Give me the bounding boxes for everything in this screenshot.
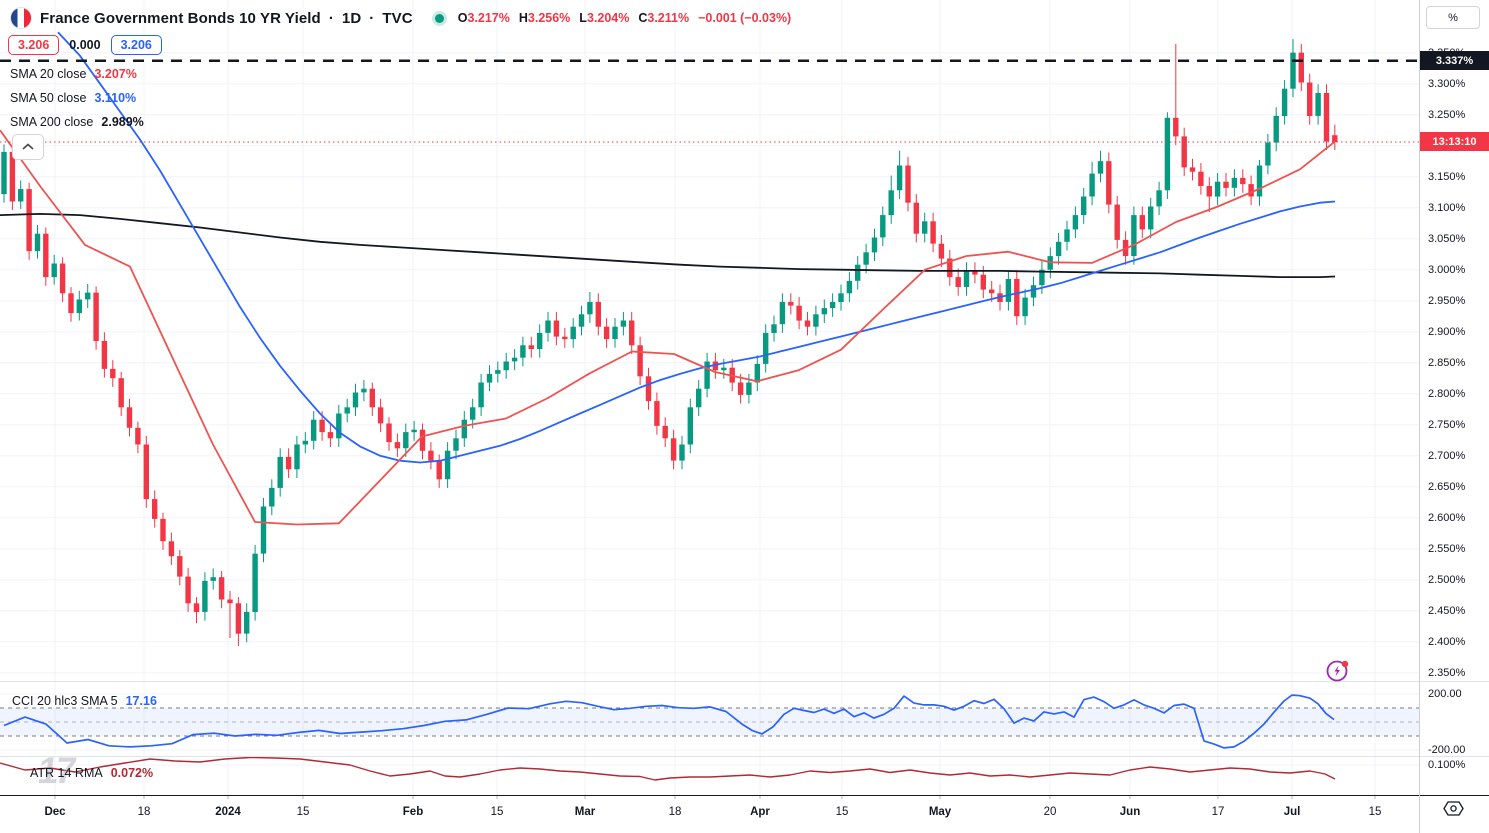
price-tick-label: 3.150% (1428, 171, 1466, 183)
price-tick-label: 3.250% (1428, 109, 1466, 121)
spread-value: 0.000 (69, 38, 101, 52)
price-box-row: 3.206 0.000 3.206 (8, 35, 162, 55)
cci-tick-label: 200.00 (1428, 688, 1462, 700)
price-tick-label: 3.050% (1428, 233, 1466, 245)
collapse-legend-button[interactable] (12, 134, 44, 160)
ohlc-values: O3.217% H3.256% L3.204% C3.211% −0.001 (… (457, 11, 792, 25)
high-level-badge: 3.337% (1420, 51, 1489, 70)
legend-sma50[interactable]: SMA 50 close 3.110% (10, 91, 137, 105)
interval-button[interactable]: 1D (341, 9, 362, 27)
price-tick-label: 2.900% (1428, 326, 1466, 338)
time-label: 20 (1043, 806, 1057, 818)
price-tick-label: 2.950% (1428, 295, 1466, 307)
symbol-title[interactable]: France Government Bonds 10 YR Yield (40, 9, 321, 27)
chart-header: France Government Bonds 10 YR Yield · 1D… (10, 7, 791, 29)
price-tick-label: 2.600% (1428, 512, 1466, 524)
legend-cci[interactable]: CCI 20 hlc3 SMA 5 17.16 (12, 694, 157, 708)
time-label: Feb (402, 806, 424, 818)
time-label: 15 (835, 806, 849, 818)
sell-price-box[interactable]: 3.206 (8, 35, 60, 55)
atr-tick-label: 0.100% (1428, 759, 1466, 771)
price-tick-label: 3.300% (1428, 78, 1466, 90)
price-tick-label: 2.750% (1428, 419, 1466, 431)
price-tick-label: 2.650% (1428, 481, 1466, 493)
time-label: 18 (137, 806, 151, 818)
sma200-value: 2.989% (101, 115, 144, 129)
notification-dot (1341, 660, 1349, 668)
price-tick-label: 3.100% (1428, 202, 1466, 214)
price-axis[interactable]: % 3.350%3.300%3.250%3.200%3.150%3.100%3.… (1420, 0, 1489, 833)
price-tick-label: 2.500% (1428, 574, 1466, 586)
time-label: 15 (296, 806, 310, 818)
buy-price-box[interactable]: 3.206 (110, 35, 162, 55)
price-scale-settings-icon[interactable] (1442, 799, 1466, 819)
sma50-value: 3.110% (94, 91, 137, 105)
price-tick-label: 2.450% (1428, 605, 1466, 617)
time-label: Jun (1119, 806, 1141, 818)
legend-atr[interactable]: ATR 14 RMA 0.072% (30, 766, 154, 780)
price-tick-label: 2.700% (1428, 450, 1466, 462)
price-tick-label: 2.850% (1428, 357, 1466, 369)
time-axis[interactable]: Dec 18 2024 15 Feb 15 Mar 18 Apr 15 May 20 Jun 17 Jul 1… (0, 800, 1419, 830)
flash-feature-icon[interactable] (1323, 656, 1353, 686)
cci-tick-label: -200.00 (1428, 744, 1466, 756)
price-tick-label: 3.000% (1428, 264, 1466, 276)
price-tick-label: 2.550% (1428, 543, 1466, 555)
price-tick-label: 2.350% (1428, 667, 1466, 679)
price-tick-label: 2.800% (1428, 388, 1466, 400)
bar-countdown-badge: 13:13:10 (1420, 132, 1489, 151)
time-label: 15 (1368, 806, 1382, 818)
market-status-icon[interactable] (434, 13, 444, 23)
time-label: 15 (490, 806, 504, 818)
time-label: Dec (44, 806, 66, 818)
cci-value: 17.16 (125, 694, 157, 708)
france-flag-icon (10, 7, 32, 29)
chevron-up-icon (22, 143, 34, 150)
time-label: 18 (668, 806, 682, 818)
time-label: Mar (574, 806, 596, 818)
source-label[interactable]: TVC (382, 9, 413, 27)
sma20-value: 3.207% (94, 67, 137, 81)
time-label: May (928, 806, 952, 818)
price-tick-label: 2.400% (1428, 636, 1466, 648)
time-label: Apr (750, 806, 770, 818)
change-value: −0.001 (−0.03%) (698, 11, 792, 25)
time-label: 2024 (215, 806, 241, 818)
time-label: 17 (1211, 806, 1225, 818)
time-label: Jul (1283, 806, 1301, 818)
atr-value: 0.072% (110, 766, 154, 780)
legend-sma20[interactable]: SMA 20 close 3.207% (10, 67, 137, 81)
legend-sma200[interactable]: SMA 200 close 2.989% (10, 115, 144, 129)
unit-percent-button[interactable]: % (1426, 6, 1480, 29)
